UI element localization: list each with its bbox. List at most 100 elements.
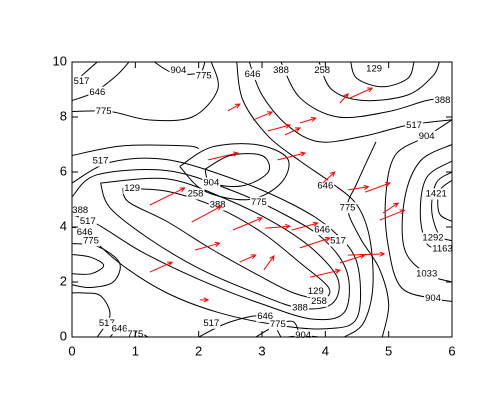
contour-label: 517	[330, 235, 346, 246]
contour-label: 388	[210, 200, 226, 211]
vector-arrow	[291, 221, 319, 231]
contour-label-bg	[186, 188, 205, 200]
contour-label: 1421	[426, 189, 447, 200]
contour-line	[280, 61, 453, 119]
contour-line	[71, 169, 350, 321]
contour-label: 388	[435, 95, 451, 106]
contour-label-bg	[313, 224, 332, 236]
contour-line	[346, 141, 390, 338]
contour-label: 258	[314, 65, 330, 76]
contour-line	[100, 177, 340, 310]
y-tick-label: 2	[60, 273, 67, 288]
contour-label: 1033	[416, 268, 437, 279]
x-tick-label: 2	[195, 343, 202, 358]
contour-label-bg	[249, 196, 268, 208]
contour-line	[71, 61, 130, 101]
vector-arrow	[299, 236, 331, 249]
contour-label: 388	[292, 303, 308, 314]
contour-line	[350, 61, 415, 88]
contour-label-bg	[417, 130, 436, 142]
vector-arrow	[348, 184, 370, 191]
contour-label: 904	[170, 65, 186, 76]
y-tick-label: 10	[53, 53, 67, 68]
contour-label: 517	[99, 318, 115, 329]
contour-label: 904	[419, 131, 435, 142]
contour-label: 775	[340, 202, 356, 213]
contour-label: 646	[314, 224, 330, 235]
vector-arrow	[365, 182, 391, 193]
contour-line	[318, 61, 440, 102]
contour-label-bg	[72, 75, 91, 87]
vector-arrow	[265, 223, 292, 230]
contour-label-bg	[424, 188, 448, 200]
contour-label: 258	[188, 189, 204, 200]
contour-line	[71, 157, 362, 330]
contour-label: 646	[245, 69, 261, 80]
contour-label-bg	[431, 243, 454, 255]
vector-arrow	[232, 217, 264, 231]
contour-label-bg	[329, 235, 347, 247]
contour-label-bg	[169, 64, 188, 76]
vector-arrow	[191, 205, 223, 223]
contour-label-bg	[291, 302, 309, 314]
vector-arrow	[339, 253, 366, 264]
contour-label: 1292	[422, 233, 443, 244]
contour-label-bg	[294, 330, 313, 342]
contour-label-bg	[75, 227, 94, 239]
x-tick-label: 5	[385, 343, 392, 358]
contour-label: 775	[270, 319, 286, 330]
contour-label: 775	[251, 197, 267, 208]
vector-arrow	[299, 116, 317, 124]
contour-line	[437, 179, 453, 222]
vector-arrow	[284, 127, 302, 136]
vector-arrow	[382, 202, 400, 214]
contour-label: 1163	[432, 244, 452, 255]
contour-label-bg	[94, 106, 113, 118]
x-tick-label: 3	[258, 343, 265, 358]
y-tick-label: 6	[60, 163, 67, 178]
y-tick-label: 0	[60, 328, 67, 343]
vector-arrow	[199, 297, 210, 303]
contour-label: 388	[72, 205, 88, 216]
contour-label: 129	[308, 286, 324, 297]
contour-label-bg	[202, 317, 221, 329]
contour-label-bg	[88, 86, 107, 98]
contour-label: 646	[89, 87, 105, 98]
vector-arrow	[379, 209, 406, 221]
vector-arrow	[339, 93, 349, 104]
vector-arrow	[208, 151, 240, 161]
contour-label: 517	[93, 156, 109, 167]
vector-arrow	[149, 187, 186, 206]
vector-arrow	[322, 171, 336, 184]
vector-arrow	[239, 254, 257, 263]
x-tick-label: 4	[322, 343, 329, 358]
contour-label-bg	[316, 180, 335, 192]
contour-label-bg	[433, 95, 452, 107]
contour-label-bg	[194, 70, 213, 82]
contour-label: 775	[83, 235, 99, 246]
contour-label: 129	[366, 63, 382, 74]
contour-label-bg	[405, 119, 423, 131]
y-tick-label: 4	[60, 218, 67, 233]
contour-line	[71, 292, 111, 338]
contour-label-bg	[424, 293, 442, 305]
x-tick-label: 0	[68, 343, 75, 358]
vector-arrow	[194, 241, 221, 251]
contour-label-bg	[268, 319, 287, 331]
contour-label: 646	[257, 311, 273, 322]
contour-label-bg	[256, 310, 275, 322]
vector-arrow	[267, 123, 292, 132]
contour-label: 904	[425, 293, 441, 304]
contour-label: 904	[203, 178, 219, 189]
contour-label-bg	[82, 235, 100, 247]
contour-label-bg	[123, 183, 142, 195]
vector-arrow	[348, 251, 386, 257]
contour-label: 258	[311, 296, 327, 307]
vector-arrow	[263, 254, 275, 271]
contour-label-bg	[421, 232, 445, 244]
contour-label: 517	[74, 76, 90, 87]
vector-arrow	[149, 261, 174, 273]
contour-label: 129	[124, 183, 140, 194]
